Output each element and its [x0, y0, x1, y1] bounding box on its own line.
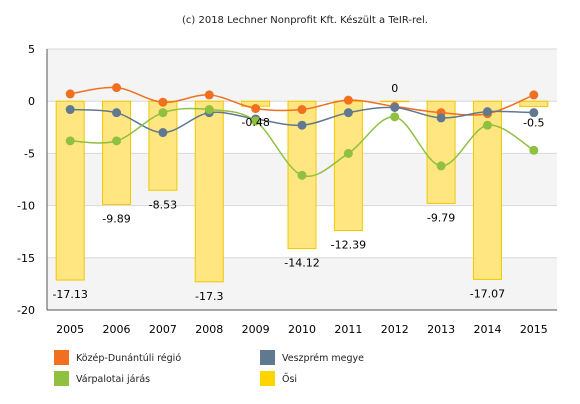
data-point [204, 105, 214, 115]
y-tick-label: -20 [17, 304, 35, 317]
x-tick-label: 2010 [288, 323, 316, 336]
data-point [158, 108, 168, 118]
x-tick-label: 2011 [334, 323, 362, 336]
data-label: -17.07 [470, 287, 505, 300]
legend-swatch [260, 371, 275, 386]
data-point [112, 136, 122, 146]
data-point [65, 89, 75, 99]
legend-label: Veszprém megye [282, 353, 364, 364]
axes: 2005 2006 2007 2008 2009 2010 2011 2012 2013 2014… [46, 49, 557, 336]
data-point [482, 120, 492, 130]
legend-swatch [260, 350, 275, 365]
bar [194, 100, 224, 283]
y-tick-label: -5 [24, 147, 35, 160]
data-labels: -17.13 -9.89 -8.53 -17.3 -0.48 -14.12 -12.39 0 -… [52, 82, 544, 303]
plot-band [47, 257, 557, 310]
data-point [529, 108, 539, 118]
legend-label: Ősi [282, 374, 297, 385]
data-label: -17.3 [195, 290, 223, 303]
data-point [158, 128, 168, 138]
data-label: -9.79 [427, 211, 455, 224]
x-tick-label: 2006 [103, 323, 131, 336]
data-point [251, 104, 261, 114]
y-tick-label: 0 [28, 95, 35, 108]
y-tick-label: -15 [17, 252, 35, 265]
bar [102, 100, 132, 205]
bar [333, 100, 363, 232]
y-tick-label: -10 [17, 200, 35, 213]
data-point [390, 102, 400, 112]
bar [55, 100, 85, 281]
data-point [343, 95, 353, 105]
x-tick-label: 2008 [195, 323, 223, 336]
data-point [112, 83, 122, 93]
data-label: -9.89 [102, 212, 130, 225]
data-point [482, 107, 492, 117]
x-tick-label: 2009 [242, 323, 270, 336]
legend-label: Közép-Dunántúli régió [76, 353, 181, 364]
bar [519, 100, 549, 107]
data-point [436, 113, 446, 123]
data-label: -8.53 [149, 198, 177, 211]
data-label: -17.13 [52, 288, 87, 301]
data-point [529, 90, 539, 100]
chart-title: (c) 2018 Lechner Nonprofit Kft. Készült … [182, 14, 428, 26]
x-tick-label: 2015 [520, 323, 548, 336]
data-point [297, 120, 307, 130]
legend: Közép-Dunántúli régió Veszprém megye Várpa… [54, 350, 364, 386]
data-label: -12.39 [331, 239, 366, 252]
legend-swatch [54, 371, 69, 386]
bar [380, 100, 410, 103]
x-tick-label: 2012 [381, 323, 409, 336]
plot-band [47, 49, 557, 102]
data-point [297, 170, 307, 180]
data-label: -0.5 [523, 116, 544, 129]
data-point [529, 145, 539, 155]
series-points [65, 83, 539, 180]
data-point [390, 112, 400, 122]
data-point [158, 97, 168, 107]
data-label: -0.48 [241, 116, 269, 129]
data-point [297, 105, 307, 115]
data-point [204, 90, 214, 100]
x-tick-label: 2005 [56, 323, 84, 336]
data-point [251, 116, 261, 126]
data-point [65, 136, 75, 146]
data-label: 0 [391, 82, 398, 95]
data-point [65, 105, 75, 115]
y-tick-label: 5 [28, 43, 35, 56]
legend-swatch [54, 350, 69, 365]
data-label: -14.12 [284, 257, 319, 270]
data-point [112, 108, 122, 118]
data-point [343, 148, 353, 158]
x-tick-label: 2013 [427, 323, 455, 336]
data-point [343, 108, 353, 118]
legend-label: Várpalotai járás [76, 374, 150, 385]
data-point [436, 161, 446, 171]
x-tick-label: 2014 [473, 323, 501, 336]
x-tick-label: 2007 [149, 323, 177, 336]
